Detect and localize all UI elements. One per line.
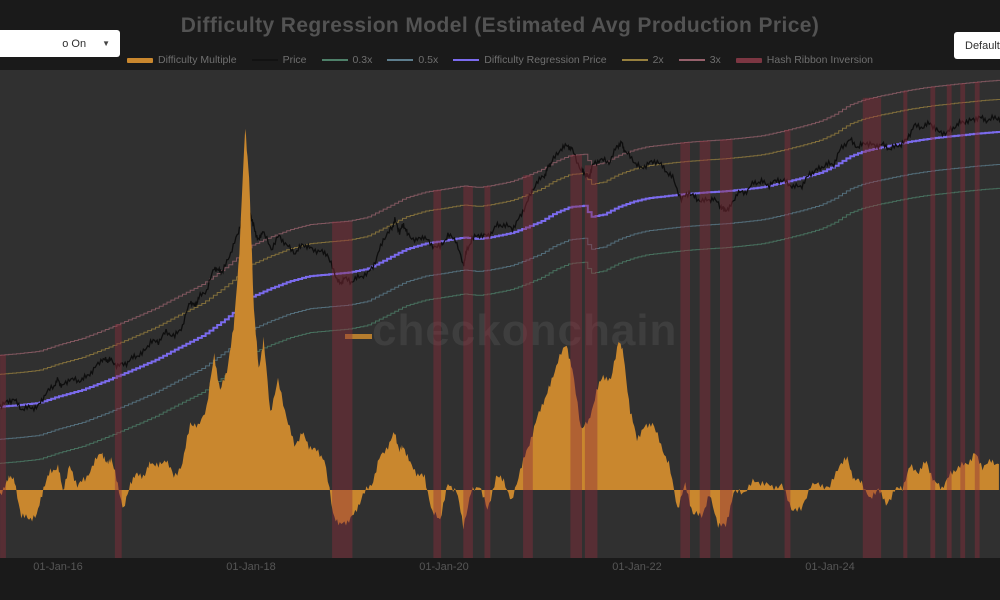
hash-ribbon-inversion-band <box>720 139 733 558</box>
legend-item-0-3x[interactable]: 0.3x <box>321 54 373 66</box>
legend-label: 0.5x <box>418 54 439 66</box>
hash-ribbon-inversion-band <box>974 82 980 558</box>
hash-ribbon-inversion-band <box>484 186 491 558</box>
legend-swatch-icon <box>678 59 705 61</box>
legend-item-price[interactable]: Price <box>251 54 307 66</box>
legend-label: Price <box>282 54 307 66</box>
checkonchain-watermark: checkonchain <box>372 306 677 355</box>
difficulty-regression-line <box>0 130 1000 408</box>
legend-swatch-icon <box>735 57 762 63</box>
legend-item-difficulty-regression-price[interactable]: Difficulty Regression Price <box>453 54 607 66</box>
multiplier-band-line-0.3x <box>0 187 1000 464</box>
hash-ribbon-inversion-band <box>946 84 952 558</box>
hash-ribbon-inversion-band <box>433 190 442 558</box>
tooltip-dropdown-label: o On <box>62 37 87 50</box>
hash-ribbon-inversion-band <box>584 165 598 558</box>
legend-swatch-icon <box>321 59 348 61</box>
legend-item-2x[interactable]: 2x <box>621 54 664 66</box>
legend-label: 2x <box>652 54 664 66</box>
default-view-label: Default <box>965 39 1000 52</box>
multiplier-band-line-3x <box>0 79 1000 356</box>
legend-label: Difficulty Regression Price <box>484 54 607 66</box>
legend-item-hash-ribbon-inversion[interactable]: Hash Ribbon Inversion <box>735 54 874 66</box>
legend-label: Difficulty Multiple <box>157 54 237 66</box>
difficulty-multiple-area <box>0 128 999 530</box>
legend-swatch-icon <box>126 57 153 63</box>
legend-swatch-icon <box>251 59 278 61</box>
legend-item-0-5x[interactable]: 0.5x <box>387 54 438 66</box>
chart-legend: Difficulty Multiple Price 0.3x 0.5x Difficul… <box>0 54 1000 66</box>
hash-ribbon-inversion-band <box>930 86 936 558</box>
multiplier-band-line-0.5x <box>0 164 1000 440</box>
chevron-down-icon: ▼ <box>102 39 110 48</box>
hash-ribbon-inversion-band <box>332 221 353 558</box>
hash-ribbon-inversion-band <box>862 97 882 558</box>
hash-ribbon-inversion-band <box>960 83 966 558</box>
hash-ribbon-inversion-band <box>114 324 122 558</box>
legend-swatch-icon <box>453 59 480 61</box>
hash-ribbon-inversion-band <box>903 90 908 558</box>
hash-ribbon-inversion-band <box>463 186 473 558</box>
legend-item-difficulty-multiple[interactable]: Difficulty Multiple <box>126 54 237 66</box>
hash-ribbon-inversion-band <box>0 354 6 558</box>
hash-ribbon-inversion-band <box>784 129 791 558</box>
hash-ribbon-inversion-band <box>680 142 690 558</box>
tooltip-dropdown-button[interactable]: o On ▼ <box>0 30 120 57</box>
hash-ribbon-inversion-band <box>523 175 533 558</box>
watermark-underscore-icon <box>345 334 372 339</box>
legend-swatch-icon <box>621 59 648 61</box>
chart-title: Difficulty Regression Model (Estimated A… <box>180 14 820 37</box>
legend-label: 3x <box>709 54 721 66</box>
legend-item-3x[interactable]: 3x <box>678 54 721 66</box>
price-line <box>0 113 1000 413</box>
hash-ribbon-inversion-band <box>570 154 582 558</box>
legend-swatch-icon <box>387 59 414 61</box>
legend-label: 0.3x <box>352 54 373 66</box>
default-view-button[interactable]: Default <box>954 32 1000 59</box>
legend-label: Hash Ribbon Inversion <box>766 54 874 66</box>
hash-ribbon-inversion-band <box>699 141 711 558</box>
multiplier-band-line-2x <box>0 99 1000 375</box>
